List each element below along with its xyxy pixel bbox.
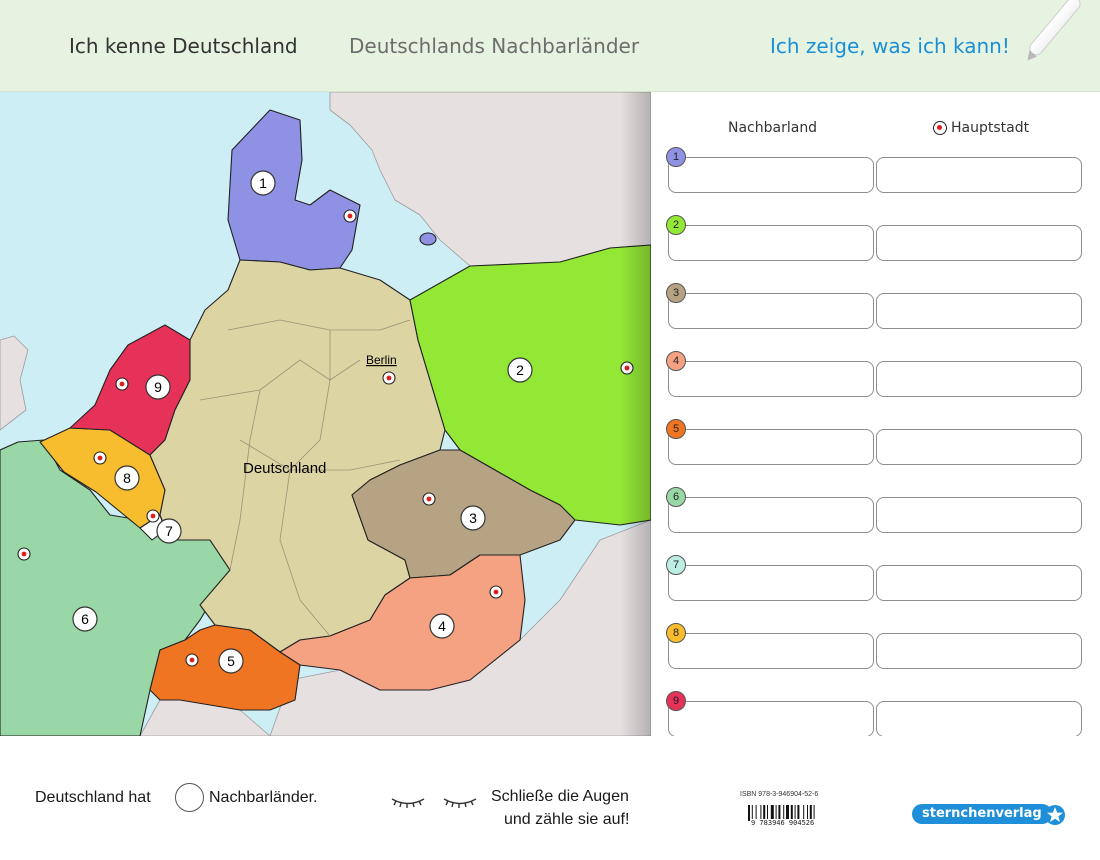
map-of-germany-neighbours: 1 2 3 4 5 6 7 8 9 Berlin Deutschland <box>0 92 651 736</box>
challenge-heading: Ich zeige, was ich kann! <box>770 34 1010 58</box>
svg-text:3: 3 <box>469 510 477 526</box>
instruction-line-1: Schließe die Augen <box>491 788 629 805</box>
capital-city-field[interactable] <box>876 157 1082 193</box>
answer-row-4: 4 <box>666 351 1086 401</box>
page-subtitle: Deutschlands Nachbarländer <box>349 34 640 58</box>
map-svg: 1 2 3 4 5 6 7 8 9 Berlin Deutschland <box>0 92 651 736</box>
capital-dot <box>185 653 199 667</box>
capital-city-field[interactable] <box>876 497 1082 533</box>
neighbour-country-field[interactable] <box>668 157 874 193</box>
region-denmark-island <box>419 232 437 246</box>
capital-dot <box>620 361 634 375</box>
row-number-badge: 1 <box>666 147 686 167</box>
svg-text:4: 4 <box>438 618 446 634</box>
map-marker-2: 2 <box>507 357 533 383</box>
map-marker-4: 4 <box>429 613 455 639</box>
count-sentence-end: Nachbarländer. <box>209 789 318 806</box>
capital-marker-icon <box>933 121 947 135</box>
berlin-label: Berlin <box>366 353 397 367</box>
star-logo-icon <box>1045 805 1065 825</box>
column-header-capital: Hauptstadt <box>933 120 1029 136</box>
neighbour-country-field[interactable] <box>668 497 874 533</box>
isbn-text: ISBN 978-3-946904-52-6 <box>740 791 819 798</box>
capital-city-field[interactable] <box>876 633 1082 669</box>
svg-text:8: 8 <box>123 470 131 486</box>
barcode-number: 9 783946 904526 <box>750 819 816 827</box>
svg-text:5: 5 <box>227 653 235 669</box>
page-header: Ich kenne Deutschland Deutschlands Nachb… <box>0 0 1100 92</box>
capital-city-field[interactable] <box>876 565 1082 601</box>
neighbour-country-field[interactable] <box>668 565 874 601</box>
map-marker-6: 6 <box>72 606 98 632</box>
german-state-borders <box>199 319 411 637</box>
map-marker-8: 8 <box>114 465 140 491</box>
capital-dot <box>115 377 129 391</box>
capital-city-field[interactable] <box>876 225 1082 261</box>
capital-dot <box>146 509 160 523</box>
barcode-icon <box>748 805 815 821</box>
answer-row-3: 3 <box>666 283 1086 333</box>
row-number-badge: 7 <box>666 555 686 575</box>
svg-text:1: 1 <box>259 175 267 191</box>
capital-city-field[interactable] <box>876 701 1082 737</box>
page-title: Ich kenne Deutschland <box>69 34 298 58</box>
capital-city-field[interactable] <box>876 361 1082 397</box>
land-uk <box>0 335 29 431</box>
svg-text:2: 2 <box>516 362 524 378</box>
row-number-badge: 5 <box>666 419 686 439</box>
instruction-line-2: und zähle sie auf! <box>504 811 630 828</box>
answer-row-9: 9 <box>666 691 1086 741</box>
map-marker-5: 5 <box>218 648 244 674</box>
capital-dots <box>17 209 634 667</box>
neighbour-country-field[interactable] <box>668 429 874 465</box>
answer-row-1: 1 <box>666 147 1086 197</box>
answer-row-8: 8 <box>666 623 1086 673</box>
row-number-badge: 9 <box>666 691 686 711</box>
neighbour-country-field[interactable] <box>668 701 874 737</box>
map-marker-1: 1 <box>250 170 276 196</box>
row-number-badge: 3 <box>666 283 686 303</box>
neighbour-country-field[interactable] <box>668 293 874 329</box>
capital-city-field[interactable] <box>876 429 1082 465</box>
pen-icon <box>1023 0 1084 64</box>
svg-text:7: 7 <box>165 523 173 539</box>
row-number-badge: 8 <box>666 623 686 643</box>
capital-dot <box>422 492 436 506</box>
capital-dot <box>382 371 396 385</box>
svg-text:9: 9 <box>154 379 162 395</box>
row-number-badge: 4 <box>666 351 686 371</box>
count-answer-circle[interactable] <box>175 783 204 812</box>
germany-label: Deutschland <box>243 460 326 477</box>
neighbour-country-field[interactable] <box>668 361 874 397</box>
answer-table: Nachbarland Hauptstadt 1 2 3 4 5 6 7 8 9 <box>651 92 1100 737</box>
answer-row-6: 6 <box>666 487 1086 537</box>
answer-row-2: 2 <box>666 215 1086 265</box>
region-austria <box>279 554 526 691</box>
capital-city-field[interactable] <box>876 293 1082 329</box>
count-sentence-start: Deutschland hat <box>35 789 151 806</box>
closed-eyes-icon <box>391 798 477 808</box>
publisher-logo: sternchenverlag <box>912 804 1052 824</box>
capital-dot <box>343 209 357 223</box>
capital-dot <box>489 585 503 599</box>
row-number-badge: 6 <box>666 487 686 507</box>
svg-text:6: 6 <box>81 611 89 627</box>
map-marker-7: 7 <box>156 518 182 544</box>
row-number-badge: 2 <box>666 215 686 235</box>
answer-row-7: 7 <box>666 555 1086 605</box>
neighbour-country-field[interactable] <box>668 225 874 261</box>
column-header-neighbour: Nachbarland <box>728 120 818 136</box>
map-marker-9: 9 <box>145 374 171 400</box>
page-footer: Deutschland hat Nachbarländer. Schließe … <box>0 736 1100 860</box>
capital-dot <box>93 451 107 465</box>
column-header-capital-label: Hauptstadt <box>951 120 1030 136</box>
neighbour-country-field[interactable] <box>668 633 874 669</box>
map-markers: 1 2 3 4 5 6 7 8 9 <box>72 170 533 674</box>
answer-row-5: 5 <box>666 419 1086 469</box>
map-marker-3: 3 <box>460 505 486 531</box>
capital-dot <box>17 547 31 561</box>
